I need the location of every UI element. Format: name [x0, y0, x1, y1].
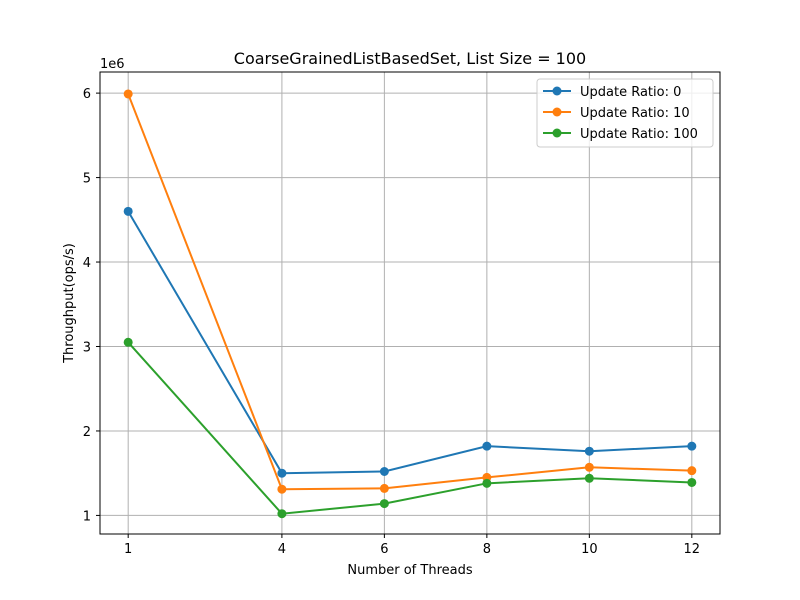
- series-line: [127, 341, 692, 515]
- data-point: [123, 89, 133, 99]
- y-tick-label: 6: [83, 87, 91, 102]
- data-point: [379, 483, 389, 493]
- series-0: [123, 206, 697, 478]
- legend-item: Update Ratio: 0: [543, 85, 681, 100]
- legend-marker: [552, 86, 562, 96]
- legend-label: Update Ratio: 0: [580, 85, 681, 100]
- data-point: [123, 206, 133, 216]
- series-line: [127, 93, 692, 491]
- data-point: [482, 441, 492, 451]
- data-point: [482, 478, 492, 488]
- data-point: [584, 473, 594, 483]
- data-point: [123, 337, 133, 347]
- x-tick-label: 8: [483, 542, 491, 557]
- legend-item: Update Ratio: 100: [543, 127, 698, 142]
- x-tick-label: 4: [278, 542, 286, 557]
- data-point: [584, 446, 594, 456]
- y-tick-label: 1: [83, 509, 91, 524]
- series-2: [123, 337, 697, 519]
- series-line: [127, 210, 692, 475]
- x-tick-label: 1: [124, 542, 132, 557]
- data-point: [277, 468, 287, 478]
- data-point: [379, 466, 389, 476]
- grid: [100, 72, 720, 534]
- legend-label: Update Ratio: 100: [580, 127, 698, 142]
- y-tick-label: 3: [83, 340, 91, 355]
- plot-frame: [99, 71, 721, 535]
- y-offset-label: 1e6: [100, 57, 125, 72]
- y-axis-label: Throughput(ops/s): [62, 243, 77, 364]
- x-tick-label: 10: [581, 542, 598, 557]
- x-tick-label: 6: [380, 542, 388, 557]
- data-point: [687, 466, 697, 476]
- legend-label: Update Ratio: 10: [580, 106, 690, 121]
- series-group: [123, 89, 697, 519]
- data-point: [379, 499, 389, 509]
- data-point: [687, 441, 697, 451]
- chart-title: CoarseGrainedListBasedSet, List Size = 1…: [234, 49, 586, 68]
- legend-box: [536, 78, 714, 148]
- data-point: [277, 509, 287, 519]
- x-axis-label: Number of Threads: [347, 563, 472, 578]
- data-point: [687, 477, 697, 487]
- y-tick-label: 5: [83, 172, 91, 187]
- legend: Update Ratio: 0 Update Ratio: 10 Update Ra…: [536, 78, 714, 148]
- y-tick-label: 2: [83, 425, 91, 440]
- y-tick-label: 4: [83, 256, 91, 271]
- x-tick-label: 12: [684, 542, 701, 557]
- legend-marker: [552, 107, 562, 117]
- data-point: [584, 462, 594, 472]
- data-point: [277, 484, 287, 494]
- legend-marker: [552, 128, 562, 138]
- legend-item: Update Ratio: 10: [543, 106, 690, 121]
